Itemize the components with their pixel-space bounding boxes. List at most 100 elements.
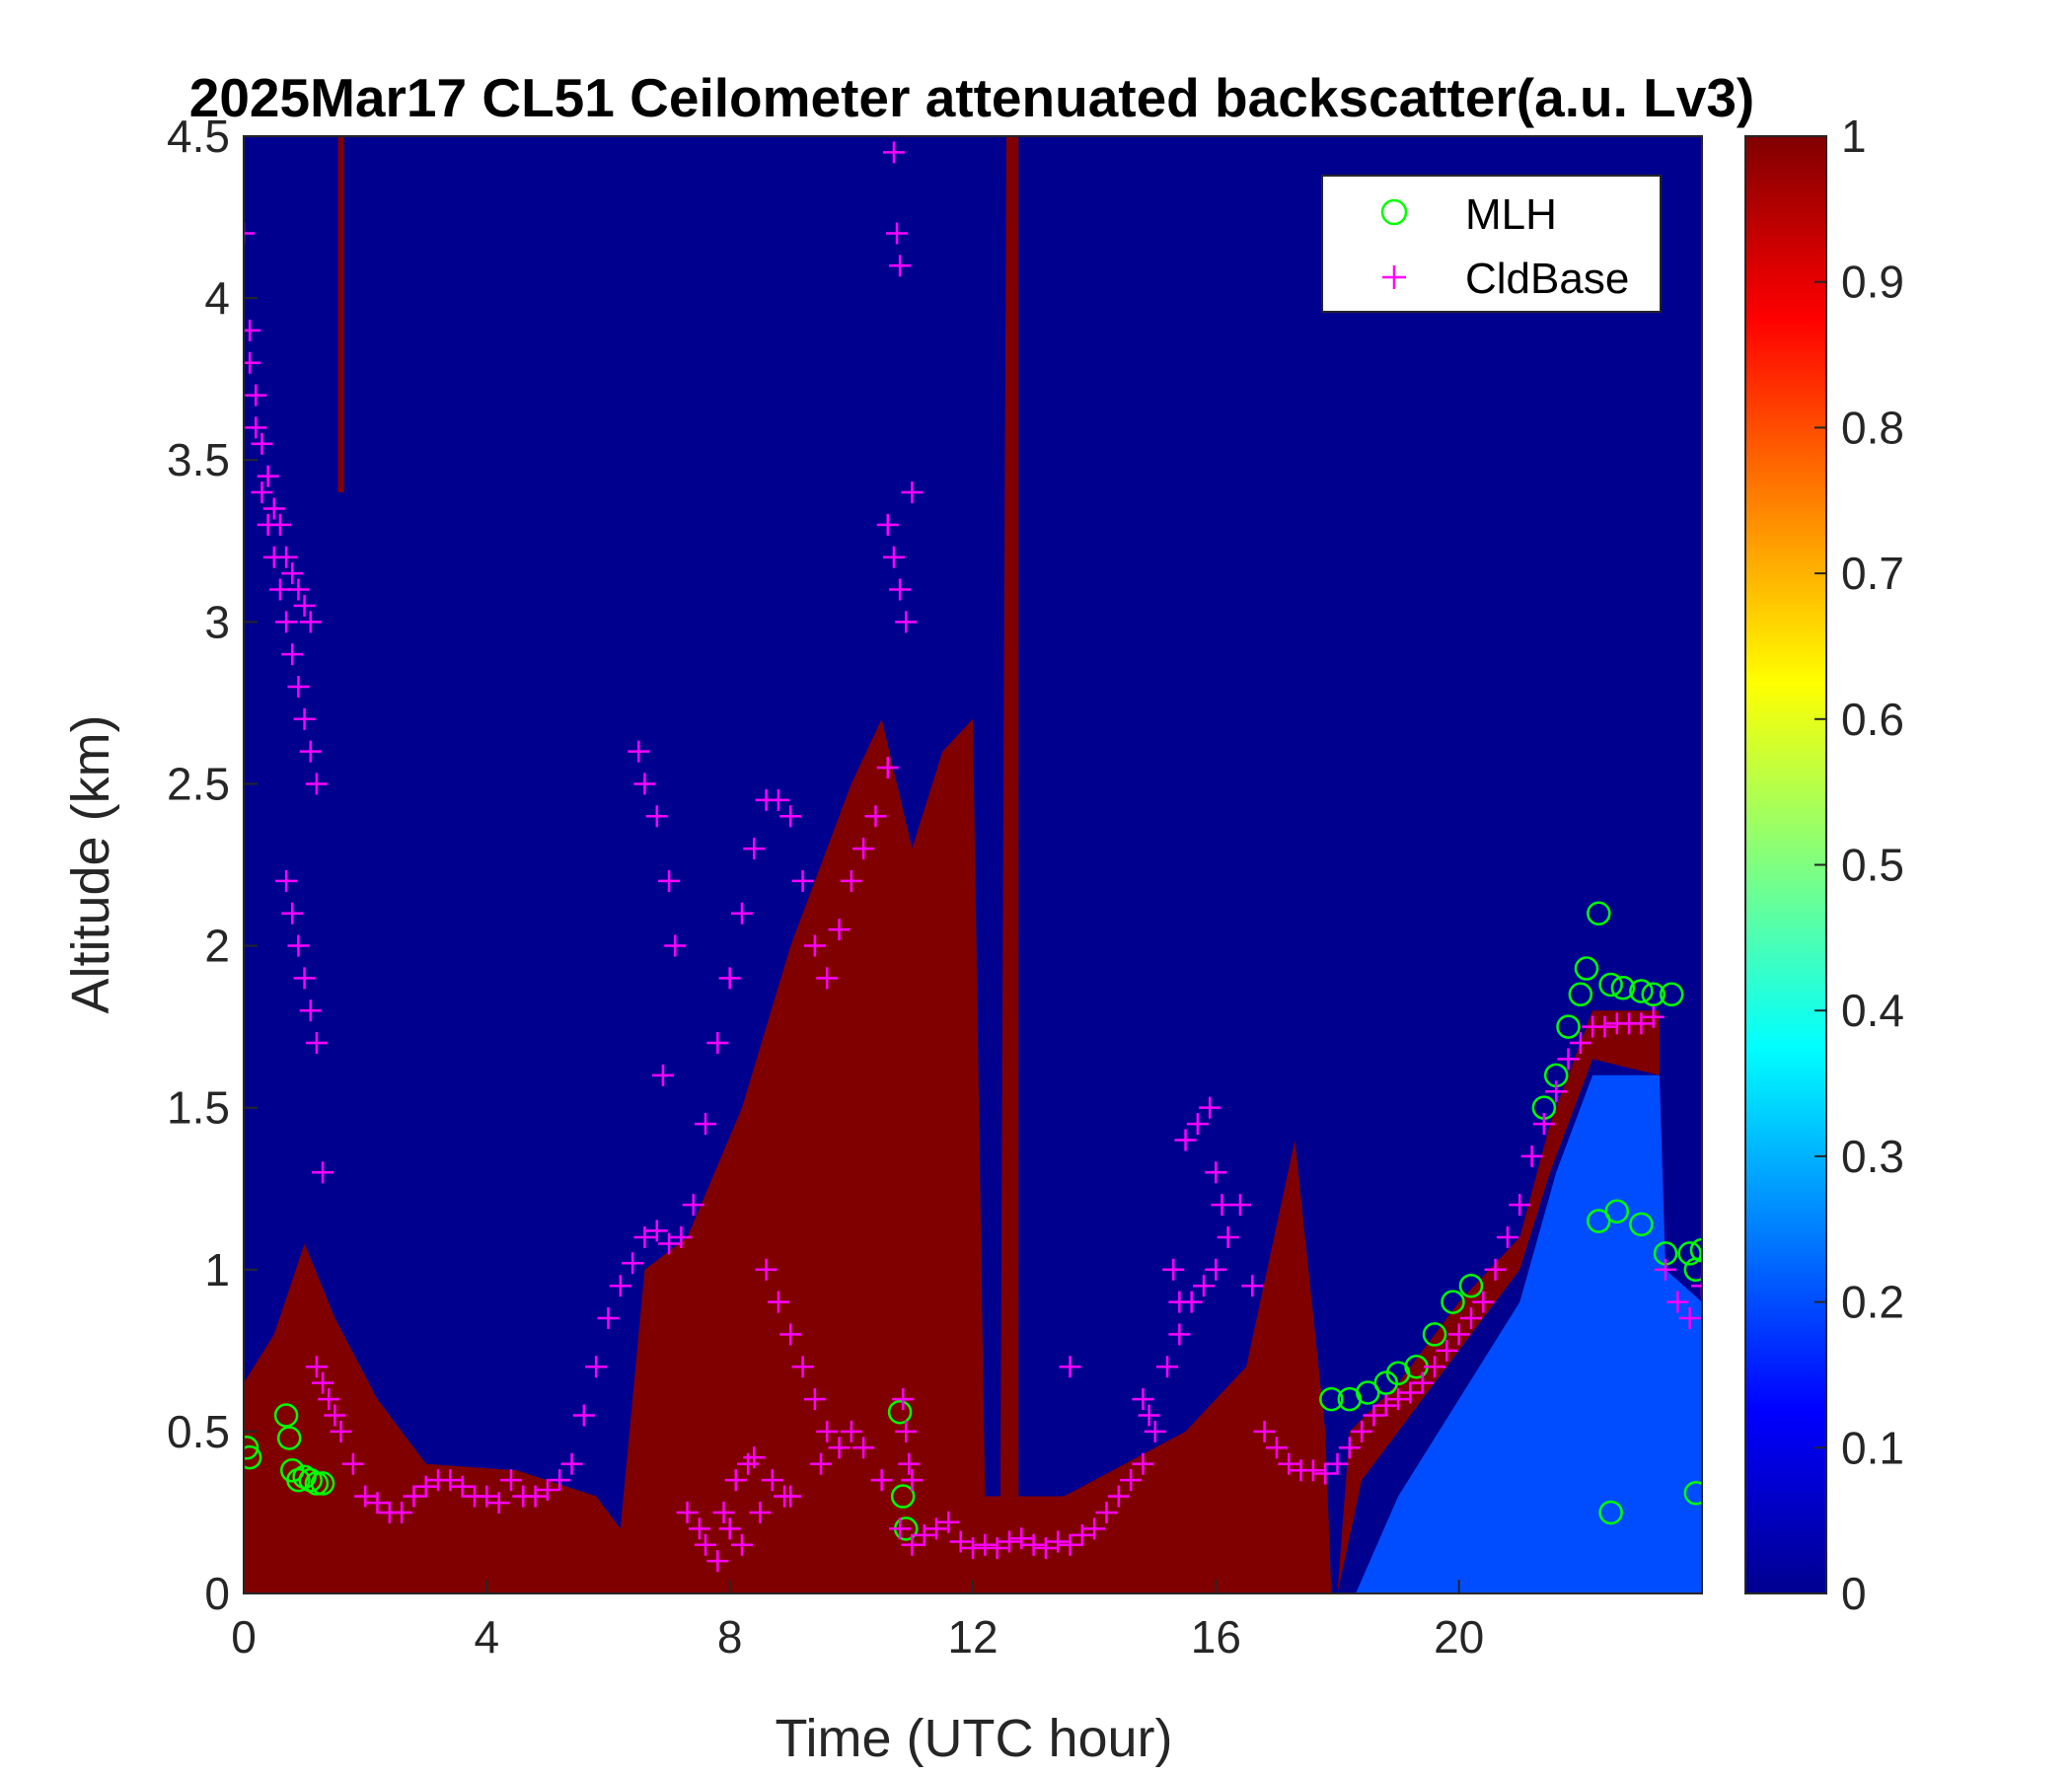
- cldbase-point: [913, 1523, 935, 1546]
- cldbase-point: [1301, 1459, 1324, 1482]
- cldbase-point: [244, 319, 261, 341]
- cldbase-point: [852, 838, 875, 860]
- cldbase-point: [658, 1232, 681, 1255]
- cldbase-point: [487, 1492, 510, 1515]
- cldbase-point: [287, 675, 310, 698]
- y-tick-label: 0: [204, 1568, 230, 1619]
- cldbase-point: [524, 1485, 547, 1508]
- y-tick-label: 2: [204, 921, 230, 972]
- cldbase-point: [743, 1446, 766, 1469]
- cldbase-point: [1436, 1339, 1458, 1362]
- cldbase-point: [743, 838, 766, 860]
- cldbase-point: [1411, 1371, 1434, 1394]
- colorbar-tick-label: 0.5: [1841, 840, 1904, 891]
- cldbase-point: [1156, 1356, 1179, 1378]
- cldbase-point: [779, 805, 802, 828]
- colorbar: 0 0.1 0.2 0.3 0.4 0.5 0.6 0.7 0.8 0.9 1: [1744, 111, 1904, 1619]
- cldbase-point: [1107, 1485, 1130, 1508]
- mlh-point: [273, 1403, 299, 1428]
- cldbase-point: [882, 546, 905, 568]
- cldbase-point: [1168, 1291, 1191, 1313]
- cldbase-point: [840, 869, 862, 892]
- mlh-point: [1458, 1273, 1484, 1298]
- cldbase-point: [1095, 1501, 1118, 1523]
- cldbase-point: [318, 1388, 340, 1411]
- legend-box: [1321, 175, 1662, 313]
- cldbase-point: [251, 481, 273, 504]
- x-tick-label: 8: [717, 1611, 743, 1663]
- colorbar-tick-label: 0.9: [1841, 257, 1904, 308]
- mlh-point: [1556, 1014, 1581, 1039]
- cldbase-point: [244, 351, 261, 374]
- cldbase-point: [670, 1225, 693, 1248]
- colorbar-tick-label: 0.6: [1841, 694, 1904, 745]
- cldbase-point: [622, 1252, 644, 1275]
- colorbar-tick-label: 0.7: [1841, 548, 1904, 599]
- cldbase-point: [1351, 1420, 1373, 1443]
- cldbase-point: [882, 141, 905, 164]
- mlh-point: [276, 1426, 302, 1450]
- cldbase-point: [810, 1452, 833, 1475]
- x-tick-label: 20: [1434, 1611, 1484, 1663]
- mlh-point: [1587, 1209, 1611, 1233]
- cldbase-point: [1630, 1012, 1653, 1035]
- cldbase-point: [658, 869, 681, 892]
- mlh-point: [1598, 1500, 1623, 1525]
- cldbase-point: [816, 967, 839, 990]
- y-axis-label: Altitude (km): [61, 714, 120, 1013]
- legend-mlh-label: MLH: [1465, 190, 1557, 239]
- cldbase-point: [439, 1469, 462, 1492]
- mlh-point: [1441, 1290, 1465, 1314]
- cldbase-point: [244, 222, 255, 245]
- cldbase-point: [889, 578, 912, 601]
- cldbase-point: [1338, 1437, 1361, 1459]
- legend-cldbase-marker: [1382, 265, 1406, 289]
- mlh-point: [1604, 1199, 1630, 1223]
- mlh-point: [1677, 1241, 1702, 1266]
- cldbase-point: [937, 1511, 960, 1533]
- cldbase-point: [1186, 1113, 1209, 1136]
- cldbase-point: [840, 1420, 862, 1443]
- cldbase-point: [305, 1032, 328, 1055]
- cldbase-point: [262, 546, 285, 568]
- legend-cldbase-label: CldBase: [1465, 255, 1629, 303]
- mlh-point: [1641, 982, 1665, 1007]
- mlh-point: [1659, 982, 1684, 1007]
- cldbase-point: [324, 1404, 346, 1427]
- cldbase-point: [257, 513, 279, 536]
- cldbase-point: [560, 1452, 583, 1475]
- cldbase-point: [664, 934, 687, 957]
- cldbase-point: [1569, 1032, 1591, 1055]
- cldbase-point: [305, 1356, 328, 1378]
- cldbase-point: [1545, 1080, 1568, 1103]
- cldbase-point: [870, 1469, 893, 1492]
- cldbase-point: [293, 967, 316, 990]
- y-tick-label: 3.5: [167, 434, 230, 485]
- cldbase-point: [633, 773, 656, 795]
- cldbase-point: [901, 1533, 924, 1556]
- cldbase-point: [682, 1194, 704, 1217]
- cldbase-point: [1010, 1527, 1033, 1550]
- cldbase-point: [718, 1517, 741, 1540]
- cldbase-point: [262, 497, 285, 520]
- heatmap-region-cloud_streak: [337, 136, 344, 492]
- mlh-point: [1422, 1322, 1447, 1347]
- cldbase-point: [330, 1420, 352, 1443]
- cldbase-point: [718, 967, 741, 990]
- cldbase-point: [816, 1420, 839, 1443]
- mlh-point: [1574, 956, 1599, 981]
- cldbase-point: [1691, 1275, 1702, 1297]
- cldbase-point: [299, 740, 322, 763]
- legend: MLH CldBase: [1321, 175, 1662, 313]
- cldbase-point: [366, 1492, 389, 1515]
- cldbase-point: [293, 707, 316, 730]
- cldbase-point: [1557, 1048, 1580, 1071]
- mlh-point: [1587, 901, 1611, 925]
- cldbase-point: [774, 1485, 796, 1508]
- cldbase-point: [695, 1113, 717, 1136]
- cldbase-point: [803, 934, 826, 957]
- cldbase-point: [1241, 1275, 1264, 1297]
- cldbase-point: [730, 1533, 753, 1556]
- mlh-point: [310, 1471, 335, 1496]
